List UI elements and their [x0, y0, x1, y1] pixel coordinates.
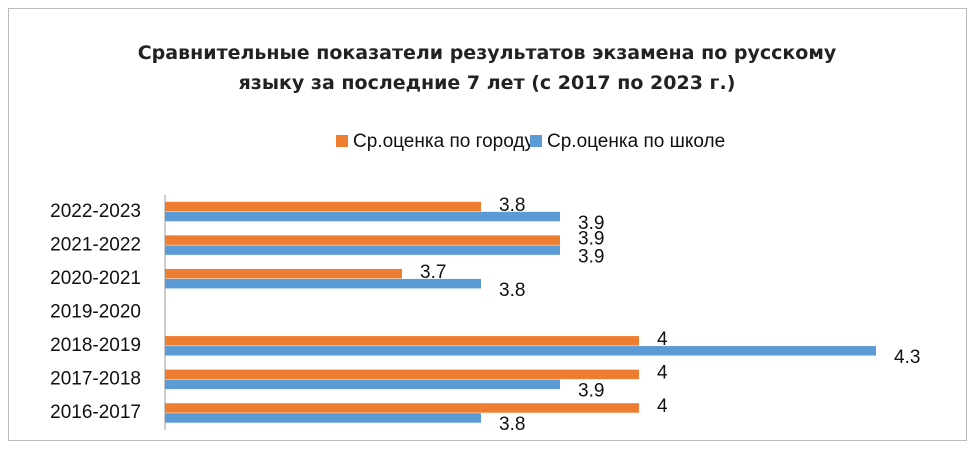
- bar: [165, 379, 560, 390]
- chart-title: Сравнительные показатели результатов экз…: [137, 42, 837, 94]
- bar: [165, 201, 481, 212]
- bar: [165, 403, 639, 413]
- y-tick-label: 2016-2017: [50, 402, 141, 423]
- data-label: 3.9: [578, 228, 604, 249]
- legend-label: Ср.оценка по городу: [353, 131, 534, 152]
- bar: [165, 268, 402, 279]
- legend-swatch: [530, 135, 542, 147]
- y-tick-label: 2017-2018: [50, 369, 141, 390]
- bar: [165, 336, 639, 346]
- y-tick-label: 2021-2022: [50, 234, 141, 255]
- bar: [165, 346, 876, 356]
- bar: [165, 369, 639, 380]
- data-label: 3.9: [578, 213, 604, 234]
- bar: [165, 413, 481, 423]
- legend-swatch: [336, 135, 348, 147]
- data-label: 3.8: [499, 414, 525, 435]
- bar: [165, 278, 481, 289]
- data-label: 3.9: [578, 381, 604, 402]
- data-label: 4: [657, 363, 668, 384]
- bar: [165, 235, 560, 245]
- data-label: 3.8: [499, 280, 525, 301]
- data-label: 4: [657, 396, 668, 417]
- data-label: 4.3: [894, 347, 920, 368]
- legend-label: Ср.оценка по школе: [547, 131, 725, 152]
- y-tick-label: 2018-2019: [50, 335, 141, 356]
- y-tick-label: 2022-2023: [50, 201, 141, 222]
- data-label: 3.9: [578, 246, 604, 267]
- y-tick-label: 2019-2020: [50, 302, 141, 323]
- y-tick-label: 2020-2021: [50, 268, 141, 289]
- data-label: 3.8: [499, 195, 525, 216]
- bar: [165, 211, 560, 222]
- chart-border: [8, 8, 967, 441]
- data-label: 4: [657, 329, 668, 350]
- bar: [165, 245, 560, 255]
- data-label: 3.7: [420, 262, 446, 283]
